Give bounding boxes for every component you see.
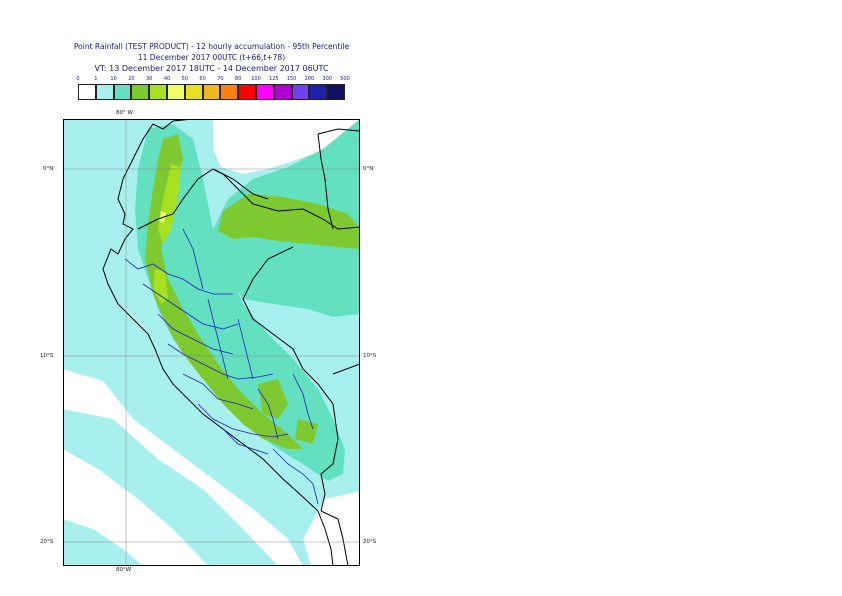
- rain-20-30-band: [218, 194, 360, 249]
- gridlines: [63, 119, 360, 566]
- legend-threshold-label: 70: [217, 76, 224, 82]
- rain-10-20-andes: [135, 124, 345, 481]
- title-line-3: VT: 13 December 2017 18UTC - 14 December…: [94, 64, 329, 73]
- title-line-2: 11 December 2017 00UTC (t+66,t+78): [137, 53, 286, 62]
- dry-area-south: [303, 491, 360, 566]
- legend-color-box: [256, 84, 274, 100]
- legend-color-box: [220, 84, 239, 100]
- top-longitude-label: 80° W: [116, 110, 133, 116]
- legend-threshold-label: 100: [251, 76, 261, 82]
- left-lat-label-20s: 20°S: [40, 539, 54, 545]
- right-lat-label-10s: 10°S: [363, 353, 377, 359]
- legend-color-box: [327, 84, 345, 100]
- legend-threshold-label: 500: [340, 76, 350, 82]
- rainfall-map: [63, 119, 360, 566]
- title-line-1: Point Rainfall (TEST PRODUCT) - 12 hourl…: [73, 42, 350, 51]
- right-lat-label-0: 0°N: [363, 166, 374, 172]
- rain-20-30-andes: [145, 134, 303, 449]
- legend-color-box: [113, 84, 132, 100]
- legend-threshold-label: 125: [269, 76, 279, 82]
- legend-color-box: [131, 84, 150, 100]
- legend-color-box: [273, 84, 292, 100]
- legend-threshold-label: 60: [199, 76, 206, 82]
- rain-30-40-peaks: [158, 164, 181, 244]
- legend-color-box: [167, 84, 185, 100]
- legend-color-box: [95, 84, 114, 100]
- legend-threshold-label: 40: [163, 76, 171, 82]
- legend-threshold-label: 150: [286, 76, 297, 82]
- legend-color-box: [291, 84, 310, 100]
- legend-threshold-label: 0: [76, 76, 80, 82]
- legend-threshold-label: 30: [146, 76, 153, 82]
- legend-threshold-label: 10: [110, 76, 117, 82]
- left-lat-label-0: 0°N: [43, 166, 54, 172]
- rain-20-30-south: [258, 379, 288, 419]
- legend-threshold-label: 20: [128, 76, 135, 82]
- legend-color-box: [309, 84, 328, 100]
- legend-threshold-label: 1: [94, 76, 98, 82]
- left-lat-label-10s: 10°S: [40, 353, 54, 359]
- legend-threshold-label: 300: [322, 76, 332, 82]
- legend-color-box: [184, 84, 203, 100]
- legend-color-box: [202, 84, 221, 100]
- legend-threshold-label: 200: [304, 76, 315, 82]
- legend-threshold-label: 50: [181, 76, 188, 82]
- legend-color-box: [78, 84, 96, 100]
- legend-color-box: [238, 84, 256, 100]
- legend-color-box: [149, 84, 167, 100]
- regional-borders: [124, 228, 319, 505]
- bottom-longitude-label: 80°W: [116, 567, 132, 573]
- right-lat-label-20s: 20°S: [363, 539, 377, 545]
- map-frame: [63, 119, 360, 566]
- legend-threshold-label: 80: [235, 76, 242, 82]
